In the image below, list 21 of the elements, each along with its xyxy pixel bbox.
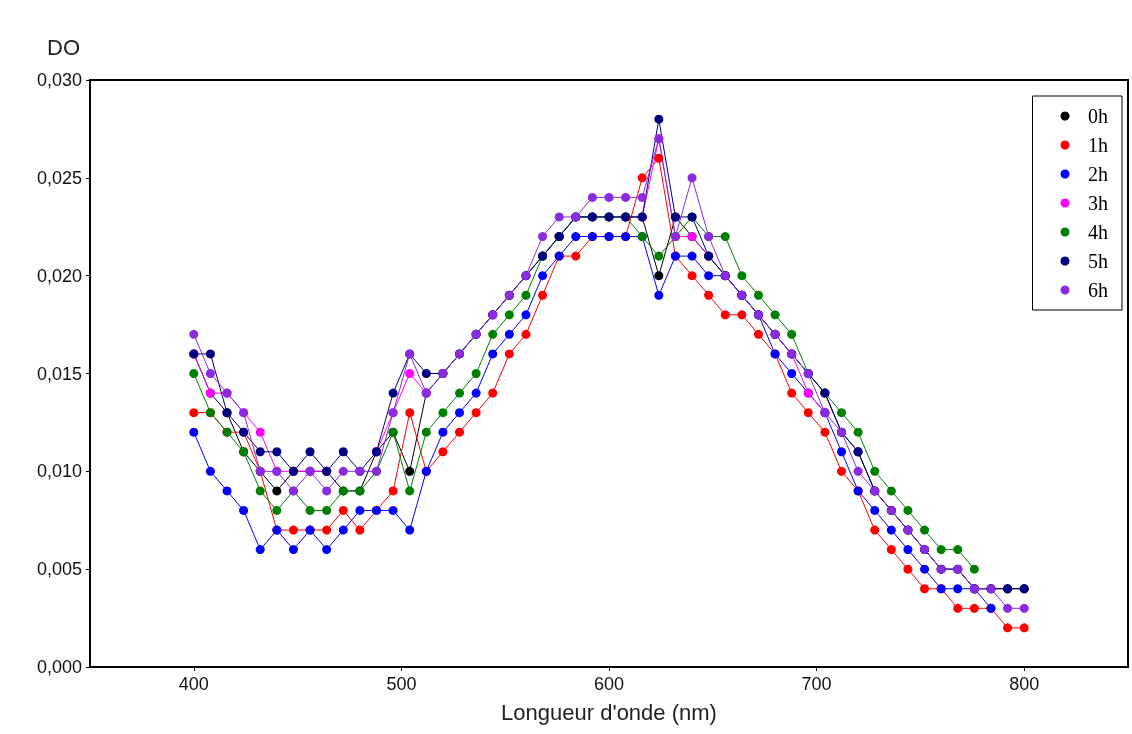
y-tick-label: 0,005 [36, 559, 82, 580]
legend-label: 2h [1088, 163, 1108, 185]
y-tick-label: 0,020 [36, 265, 82, 286]
legend-label: 6h [1088, 279, 1108, 301]
x-tick-label: 700 [801, 674, 832, 694]
y-tick-label: 0,015 [36, 363, 82, 384]
x-axis-title: Longueur d'onde (nm) [501, 699, 717, 725]
legend-label: 4h [1088, 221, 1108, 243]
y-axis-title: DO [47, 34, 80, 60]
x-tick-label: 400 [178, 674, 209, 694]
x-tick-label: 600 [593, 674, 625, 694]
y-tick-label: 0,025 [36, 167, 82, 188]
y-tick-label: 0,030 [36, 70, 82, 90]
x-tick-label: 800 [1009, 674, 1040, 694]
y-tick-label: 0,010 [36, 461, 82, 482]
legend-label: 5h [1088, 250, 1108, 272]
legend-label: 3h [1088, 192, 1108, 214]
y-tick-label: 0,000 [36, 657, 82, 677]
x-tick-label: 500 [386, 674, 417, 694]
legend-label: 1h [1088, 134, 1108, 156]
legend-label: 0h [1088, 105, 1108, 127]
